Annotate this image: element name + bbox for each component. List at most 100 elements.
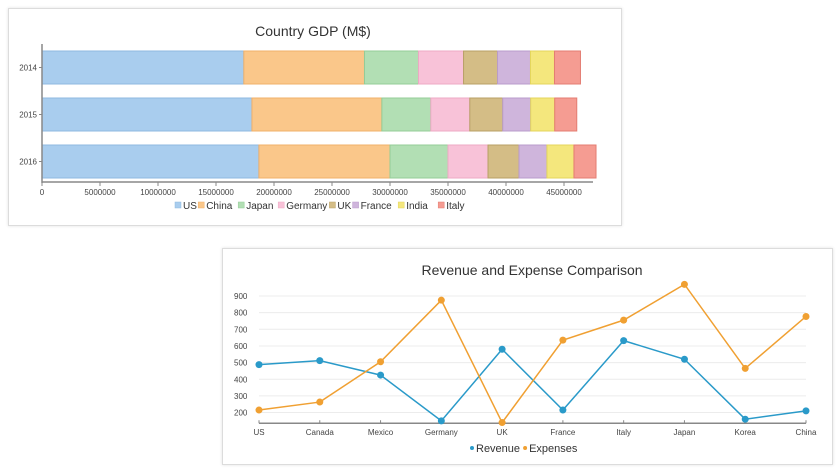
point-expenses-canada (316, 398, 324, 406)
bar-china-2016 (258, 144, 391, 179)
line-revenue (258, 339, 807, 422)
legend-marker-expenses (523, 446, 528, 450)
y-tick-label: 200 (234, 409, 248, 418)
bar-china-2015 (251, 97, 383, 132)
x-tick-label: China (796, 428, 817, 437)
x-tick-label: US (253, 428, 264, 437)
x-tick-label: 0 (40, 188, 45, 197)
x-tick-label: 5000000 (84, 188, 116, 197)
legend-label-uk: UK (337, 201, 351, 212)
bar-india-2015 (530, 97, 556, 132)
legend-swatch-us (174, 201, 182, 209)
bar-india-2016 (546, 144, 575, 179)
gdp-chart-title: Country GDP (M$) (255, 23, 371, 39)
legend-item-japan: Japan (237, 201, 273, 212)
legend-label-us: US (183, 201, 197, 212)
point-expenses-korea (741, 364, 749, 372)
revenue-chart-title: Revenue and Expense Comparison (421, 262, 642, 278)
legend-item-china: China (197, 201, 233, 212)
x-tick-label: Canada (306, 428, 335, 437)
x-tick-label: 35000000 (430, 188, 466, 197)
point-revenue-uk (498, 345, 506, 353)
revenue-lines (255, 280, 810, 427)
point-expenses-japan (680, 280, 688, 288)
legend-label-expenses: Expenses (529, 443, 578, 455)
point-revenue-germany (437, 417, 445, 425)
bar-italy-2014 (553, 50, 581, 85)
legend-label-revenue: Revenue (476, 443, 520, 455)
legend-item-india: India (397, 201, 428, 212)
revenue-chart: Revenue and Expense Comparison 200 300 400… (234, 262, 817, 455)
bar-italy-2016 (573, 144, 597, 179)
y-tick-label: 400 (234, 375, 248, 384)
legend-swatch-france (352, 201, 359, 209)
legend-item-germany: Germany (277, 201, 327, 212)
x-tick-label: 25000000 (314, 188, 350, 197)
bar-italy-2015 (554, 97, 578, 132)
point-revenue-france (559, 406, 567, 414)
gdp-axes: 2014 2015 2016 0 5000000 10000000 15000000 2000… (19, 44, 593, 197)
point-expenses-germany (437, 296, 445, 304)
revenue-chart-panel: Revenue and Expense Comparison 200 300 400… (222, 248, 833, 465)
bar-uk-2016 (487, 144, 520, 179)
legend-item-us: US (174, 201, 197, 212)
gdp-chart: Country GDP (M$) 2014 2015 2016 0 5000000 100… (19, 23, 597, 212)
y-tick-label: 2014 (19, 64, 37, 73)
y-tick-label: 900 (234, 292, 248, 301)
bar-uk-2014 (463, 50, 499, 85)
legend-swatch-china (197, 201, 205, 209)
legend-swatch-germany (277, 201, 285, 209)
legend-item-italy: Italy (437, 201, 465, 212)
legend-swatch-india (397, 201, 405, 209)
bar-japan-2014 (363, 50, 420, 85)
point-revenue-mexico (377, 371, 385, 379)
y-tick-label: 700 (234, 325, 248, 334)
bar-japan-2015 (381, 97, 432, 132)
y-tick-label: 2015 (19, 111, 37, 120)
legend-item-uk: UK (329, 201, 352, 212)
line-expenses (258, 283, 807, 424)
x-tick-label: Korea (735, 428, 757, 437)
legend-swatch-italy (437, 201, 445, 209)
legend-label-india: India (406, 201, 428, 212)
legend-label-france: France (361, 201, 393, 212)
x-tick-label: Germany (425, 428, 458, 437)
bar-germany-2016 (447, 144, 489, 179)
revenue-grid (259, 295, 806, 414)
point-revenue-canada (316, 357, 324, 365)
x-tick-label: UK (497, 428, 509, 437)
y-tick-label: 2016 (19, 158, 37, 167)
legend-label-china: China (206, 201, 233, 212)
revenue-axes: 200 300 400 500 600 700 800 900 US Canada Mexico Ge… (234, 292, 817, 437)
bar-france-2015 (502, 97, 532, 132)
x-tick-label: 45000000 (546, 188, 582, 197)
legend-item-revenue: Revenue (470, 443, 520, 455)
x-tick-label: France (550, 428, 575, 437)
point-expenses-italy (620, 316, 628, 324)
bar-france-2014 (497, 50, 531, 85)
y-tick-label: 800 (234, 309, 248, 318)
legend-marker-revenue (470, 446, 474, 450)
legend-label-germany: Germany (286, 201, 327, 212)
point-expenses-france (559, 336, 567, 344)
point-expenses-mexico (377, 358, 385, 366)
legend-item-france: France (352, 201, 393, 212)
bar-china-2014 (243, 50, 365, 85)
x-tick-label: 20000000 (256, 188, 292, 197)
revenue-legend: Revenue Expenses (470, 443, 578, 455)
point-revenue-italy (620, 337, 628, 345)
legend-label-japan: Japan (246, 201, 273, 212)
gdp-legend: US China Japan Germany UK France India Italy (174, 201, 465, 212)
bar-us-2015 (41, 97, 253, 132)
x-tick-label: 40000000 (488, 188, 524, 197)
x-tick-label: 15000000 (198, 188, 234, 197)
bar-germany-2014 (418, 50, 465, 85)
bar-france-2016 (518, 144, 548, 179)
y-tick-label: 300 (234, 392, 248, 401)
x-tick-label: Italy (616, 428, 631, 437)
point-revenue-japan (680, 355, 688, 363)
bar-germany-2015 (430, 97, 471, 132)
gdp-bars (41, 50, 597, 179)
y-tick-label: 500 (234, 359, 248, 368)
bar-india-2014 (529, 50, 555, 85)
